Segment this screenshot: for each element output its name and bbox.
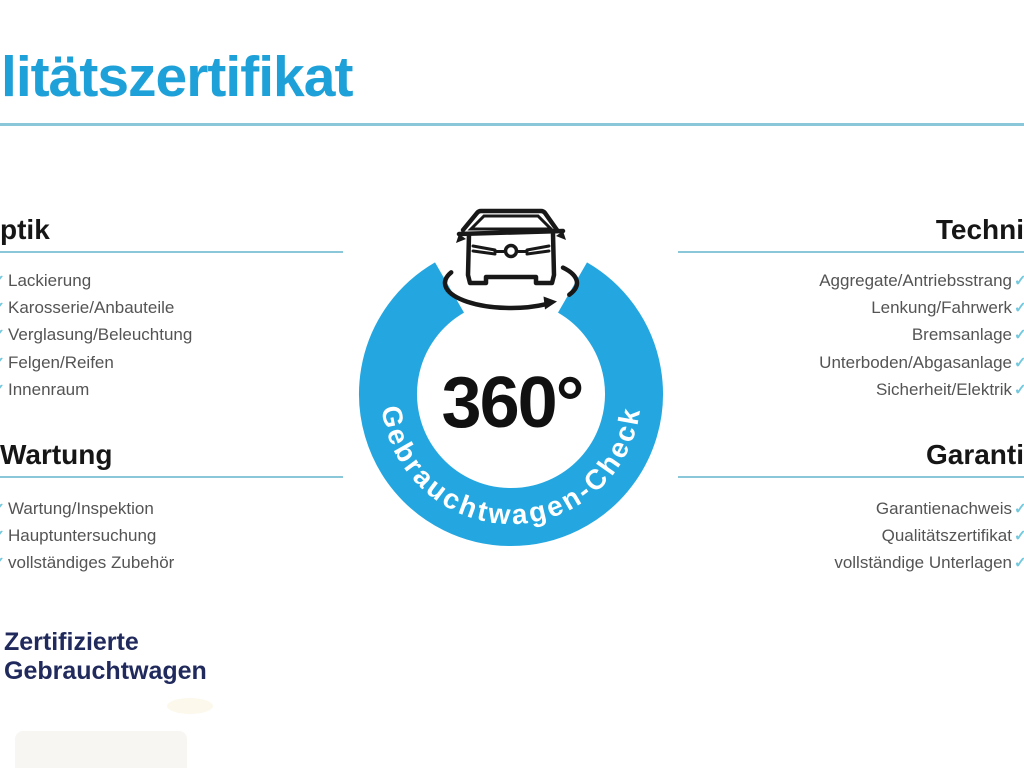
- list-item: Sicherheit/Elektrik ✓: [664, 377, 1024, 404]
- badge-ring: [359, 262, 663, 547]
- section-heading-technik: Techni: [935, 214, 1024, 245]
- list-item: ✓ Lackierung: [0, 267, 192, 294]
- checklist-technik: Aggregate/Antriebsstrang ✓ Lenkung/Fahrw…: [664, 267, 1024, 404]
- car-front-rotation-icon: [442, 208, 580, 311]
- section-heading-wartung: Wartung: [0, 439, 113, 470]
- check-icon: ✓: [0, 383, 5, 398]
- title-divider: [0, 123, 1024, 126]
- item-label: Unterboden/Abgasanlage: [819, 352, 1012, 372]
- divider-technik: [678, 251, 1024, 253]
- item-label: Karosserie/Anbauteile: [8, 298, 175, 318]
- item-label: vollständige Unterlagen: [834, 553, 1012, 573]
- item-label: Qualitätszertifikat: [881, 526, 1012, 546]
- check-icon: ✓: [0, 355, 5, 370]
- divider-wartung: [0, 476, 343, 478]
- list-item: Aggregate/Antriebsstrang ✓: [664, 267, 1024, 294]
- check-icon: ✓: [0, 328, 5, 343]
- list-item: ✓ Felgen/Reifen: [0, 349, 192, 376]
- cutoff-artifact: [15, 731, 187, 768]
- item-label: Hauptuntersuchung: [8, 526, 157, 546]
- check-icon: ✓: [0, 556, 5, 571]
- item-label: Wartung/Inspektion: [8, 498, 154, 518]
- list-item: ✓ Innenraum: [0, 377, 192, 404]
- item-label: Verglasung/Beleuchtung: [8, 325, 193, 345]
- list-item: Qualitätszertifikat ✓: [664, 522, 1024, 549]
- check-icon: ✓: [1014, 500, 1024, 518]
- check-icon: ✓: [1014, 527, 1024, 545]
- item-label: vollständiges Zubehör: [8, 553, 175, 573]
- checklist-garantie: Garantienachweis ✓ Qualitätszertifikat ✓…: [664, 495, 1024, 577]
- divider-optik: [0, 251, 343, 253]
- check-icon: ✓: [1014, 554, 1024, 572]
- check-icon: ✓: [0, 529, 5, 544]
- list-item: ✓ Verglasung/Beleuchtung: [0, 322, 192, 349]
- list-item: Bremsanlage ✓: [664, 322, 1024, 349]
- list-item: ✓ Wartung/Inspektion: [0, 495, 174, 522]
- badge-degrees-label: 360°: [442, 363, 583, 443]
- cutoff-artifact: [167, 698, 213, 714]
- check-icon: ✓: [1014, 354, 1024, 372]
- item-label: Garantienachweis: [875, 498, 1012, 518]
- item-label: Lenkung/Fahrwerk: [871, 298, 1012, 318]
- check-icon: ✓: [1014, 272, 1024, 290]
- item-label: Aggregate/Antriebsstrang: [819, 270, 1012, 290]
- list-item: ✓ Hauptuntersuchung: [0, 522, 174, 549]
- brand-line-2: Gebrauchtwagen: [4, 657, 207, 685]
- section-heading-garantie: Garanti: [925, 439, 1024, 470]
- checklist-wartung: ✓ Wartung/Inspektion ✓ Hauptuntersuchung…: [0, 495, 174, 577]
- item-label: Sicherheit/Elektrik: [875, 380, 1012, 400]
- list-item: Lenkung/Fahrwerk ✓: [664, 294, 1024, 321]
- item-label: Felgen/Reifen: [8, 352, 114, 372]
- badge-360-gebrauchtwagen-check: Gebrauchtwagen-Check 360°: [359, 208, 663, 547]
- list-item: Garantienachweis ✓: [664, 495, 1024, 522]
- check-icon: ✓: [0, 273, 5, 288]
- checklist-optik: ✓ Lackierung ✓ Karosserie/Anbauteile ✓ V…: [0, 267, 192, 404]
- list-item: ✓ vollständiges Zubehör: [0, 550, 174, 577]
- divider-garantie: [678, 476, 1024, 478]
- item-label: Innenraum: [8, 380, 90, 400]
- list-item: ✓ Karosserie/Anbauteile: [0, 294, 192, 321]
- section-heading-optik: ptik: [0, 214, 50, 245]
- check-icon: ✓: [0, 301, 5, 316]
- check-icon: ✓: [0, 501, 5, 516]
- page-title: litätszertifikat: [1, 45, 353, 109]
- brand-label: Zertifizierte Gebrauchtwagen: [4, 628, 207, 686]
- list-item: Unterboden/Abgasanlage ✓: [664, 349, 1024, 376]
- item-label: Lackierung: [8, 270, 92, 290]
- check-icon: ✓: [1014, 381, 1024, 399]
- brand-line-1: Zertifizierte: [4, 628, 139, 656]
- check-icon: ✓: [1014, 299, 1024, 317]
- rotation-arrow-icon: [442, 270, 549, 311]
- list-item: vollständige Unterlagen ✓: [664, 550, 1024, 577]
- check-icon: ✓: [1014, 326, 1024, 344]
- item-label: Bremsanlage: [911, 325, 1012, 345]
